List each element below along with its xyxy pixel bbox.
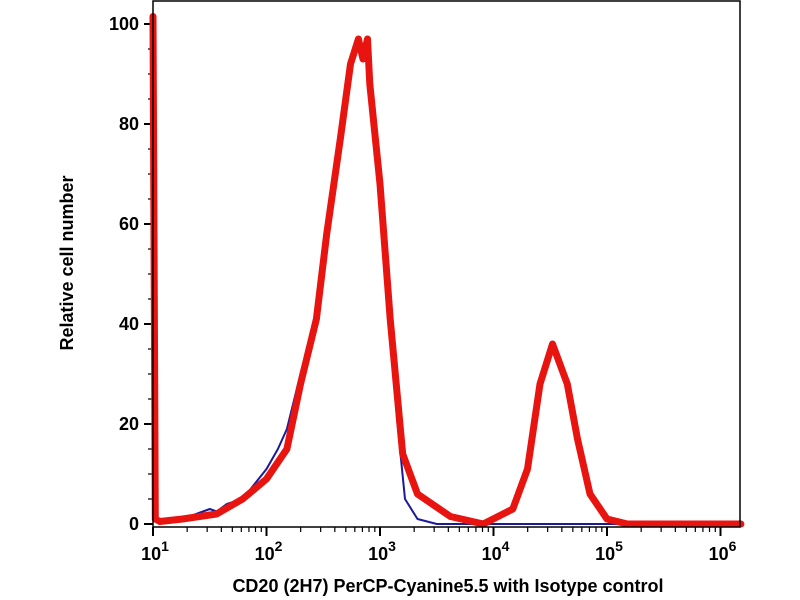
x-tick-exponent: 6	[729, 538, 737, 554]
axis-ticks	[144, 23, 722, 536]
x-tick-exponent: 1	[161, 538, 169, 554]
x-tick-exponent: 4	[502, 538, 510, 554]
x-tick-exponent: 3	[388, 538, 396, 554]
x-tick-base: 10	[709, 544, 729, 564]
y-tick-label: 80	[119, 114, 139, 134]
x-tick-exponent: 5	[615, 538, 623, 554]
y-tick-label: 0	[129, 514, 139, 534]
isotype-control-line	[152, 15, 742, 525]
x-tick-base: 10	[368, 544, 388, 564]
x-tick-base: 10	[595, 544, 615, 564]
y-tick-label: 60	[119, 214, 139, 234]
x-tick-label: 106	[709, 538, 737, 564]
x-tick-base: 10	[482, 544, 502, 564]
series-group	[149, 13, 745, 528]
x-tick-base: 10	[255, 544, 275, 564]
x-tick-base: 10	[141, 544, 161, 564]
x-tick-label: 103	[368, 538, 396, 564]
cd20-stained-line	[149, 13, 745, 528]
x-tick-label: 101	[141, 538, 169, 564]
y-tick-label: 100	[109, 14, 139, 34]
x-axis-title: CD20 (2H7) PerCP-Cyanine5.5 with Isotype…	[232, 576, 663, 596]
y-tick-label: 20	[119, 414, 139, 434]
x-tick-exponent: 2	[275, 538, 283, 554]
plot-frame	[152, 0, 741, 528]
x-tick-label: 105	[595, 538, 623, 564]
y-axis-title: Relative cell number	[57, 175, 77, 350]
y-tick-label: 40	[119, 314, 139, 334]
x-tick-label: 102	[255, 538, 283, 564]
x-tick-label: 104	[482, 538, 510, 564]
